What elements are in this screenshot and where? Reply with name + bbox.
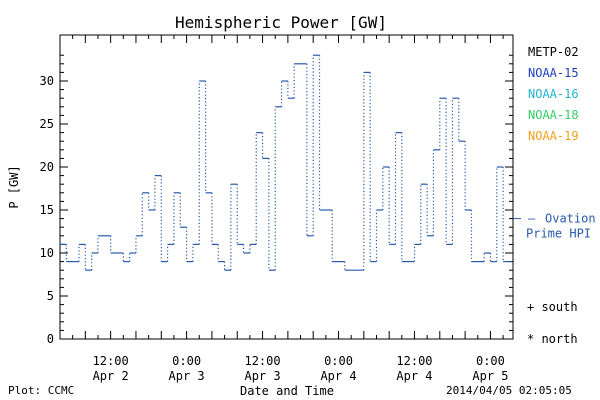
chart-title: Hemispheric Power [GW]: [175, 13, 387, 32]
x-tick-label-time: 0:00: [324, 354, 353, 368]
x-tick-label-date: Apr 4: [396, 369, 432, 383]
hpi-label-line1: Ovation: [545, 212, 596, 226]
x-tick-label-date: Apr 3: [244, 369, 280, 383]
timestamp: 2014/04/05 02:05:05: [446, 384, 572, 397]
legend-entry: NOAA-15: [528, 66, 579, 80]
y-axis: 0 5 10 15 20 25 30: [40, 54, 513, 346]
legend-entry: NOAA-18: [528, 108, 579, 122]
x-tick-label-time: 12:00: [93, 354, 129, 368]
legend-entry: NOAA-19: [528, 129, 579, 143]
x-tick-label-date: Apr 5: [472, 369, 508, 383]
marker-legend: + south * north: [527, 300, 578, 346]
x-tick-label-time: 0:00: [172, 354, 201, 368]
x-tick-label-date: Apr 3: [169, 369, 205, 383]
y-axis-label: P [GW]: [7, 165, 21, 208]
legend-entry: NOAA-16: [528, 87, 579, 101]
marker-legend-entry: * north: [527, 332, 578, 346]
x-tick-label-date: Apr 2: [93, 369, 129, 383]
y-tick-label: 10: [40, 246, 54, 260]
x-tick-label-time: 0:00: [476, 354, 505, 368]
plot-frame: [59, 34, 514, 340]
y-tick-label: 5: [47, 289, 54, 303]
legend: METP-02 NOAA-15 NOAA-16 NOAA-18 NOAA-19: [528, 45, 579, 143]
y-tick-label: 15: [40, 203, 54, 217]
plot-credit: Plot: CCMC: [8, 384, 75, 397]
plot-area: [59, 34, 514, 340]
hpi-dash: —: [528, 212, 536, 226]
y-tick-label: 30: [40, 74, 54, 88]
y-tick-label: 20: [40, 160, 54, 174]
x-tick-label-date: Apr 4: [320, 369, 356, 383]
y-tick-label: 25: [40, 117, 54, 131]
x-tick-label-time: 12:00: [244, 354, 280, 368]
y-tick-label: 0: [47, 332, 54, 346]
x-axis-label: Date and Time: [240, 384, 334, 398]
marker-legend-entry: + south: [527, 300, 578, 314]
legend-entry: METP-02: [528, 45, 579, 59]
hpi-label-line2: Prime HPI: [526, 227, 591, 241]
series-layer: [60, 54, 512, 271]
x-tick-label-time: 12:00: [396, 354, 432, 368]
